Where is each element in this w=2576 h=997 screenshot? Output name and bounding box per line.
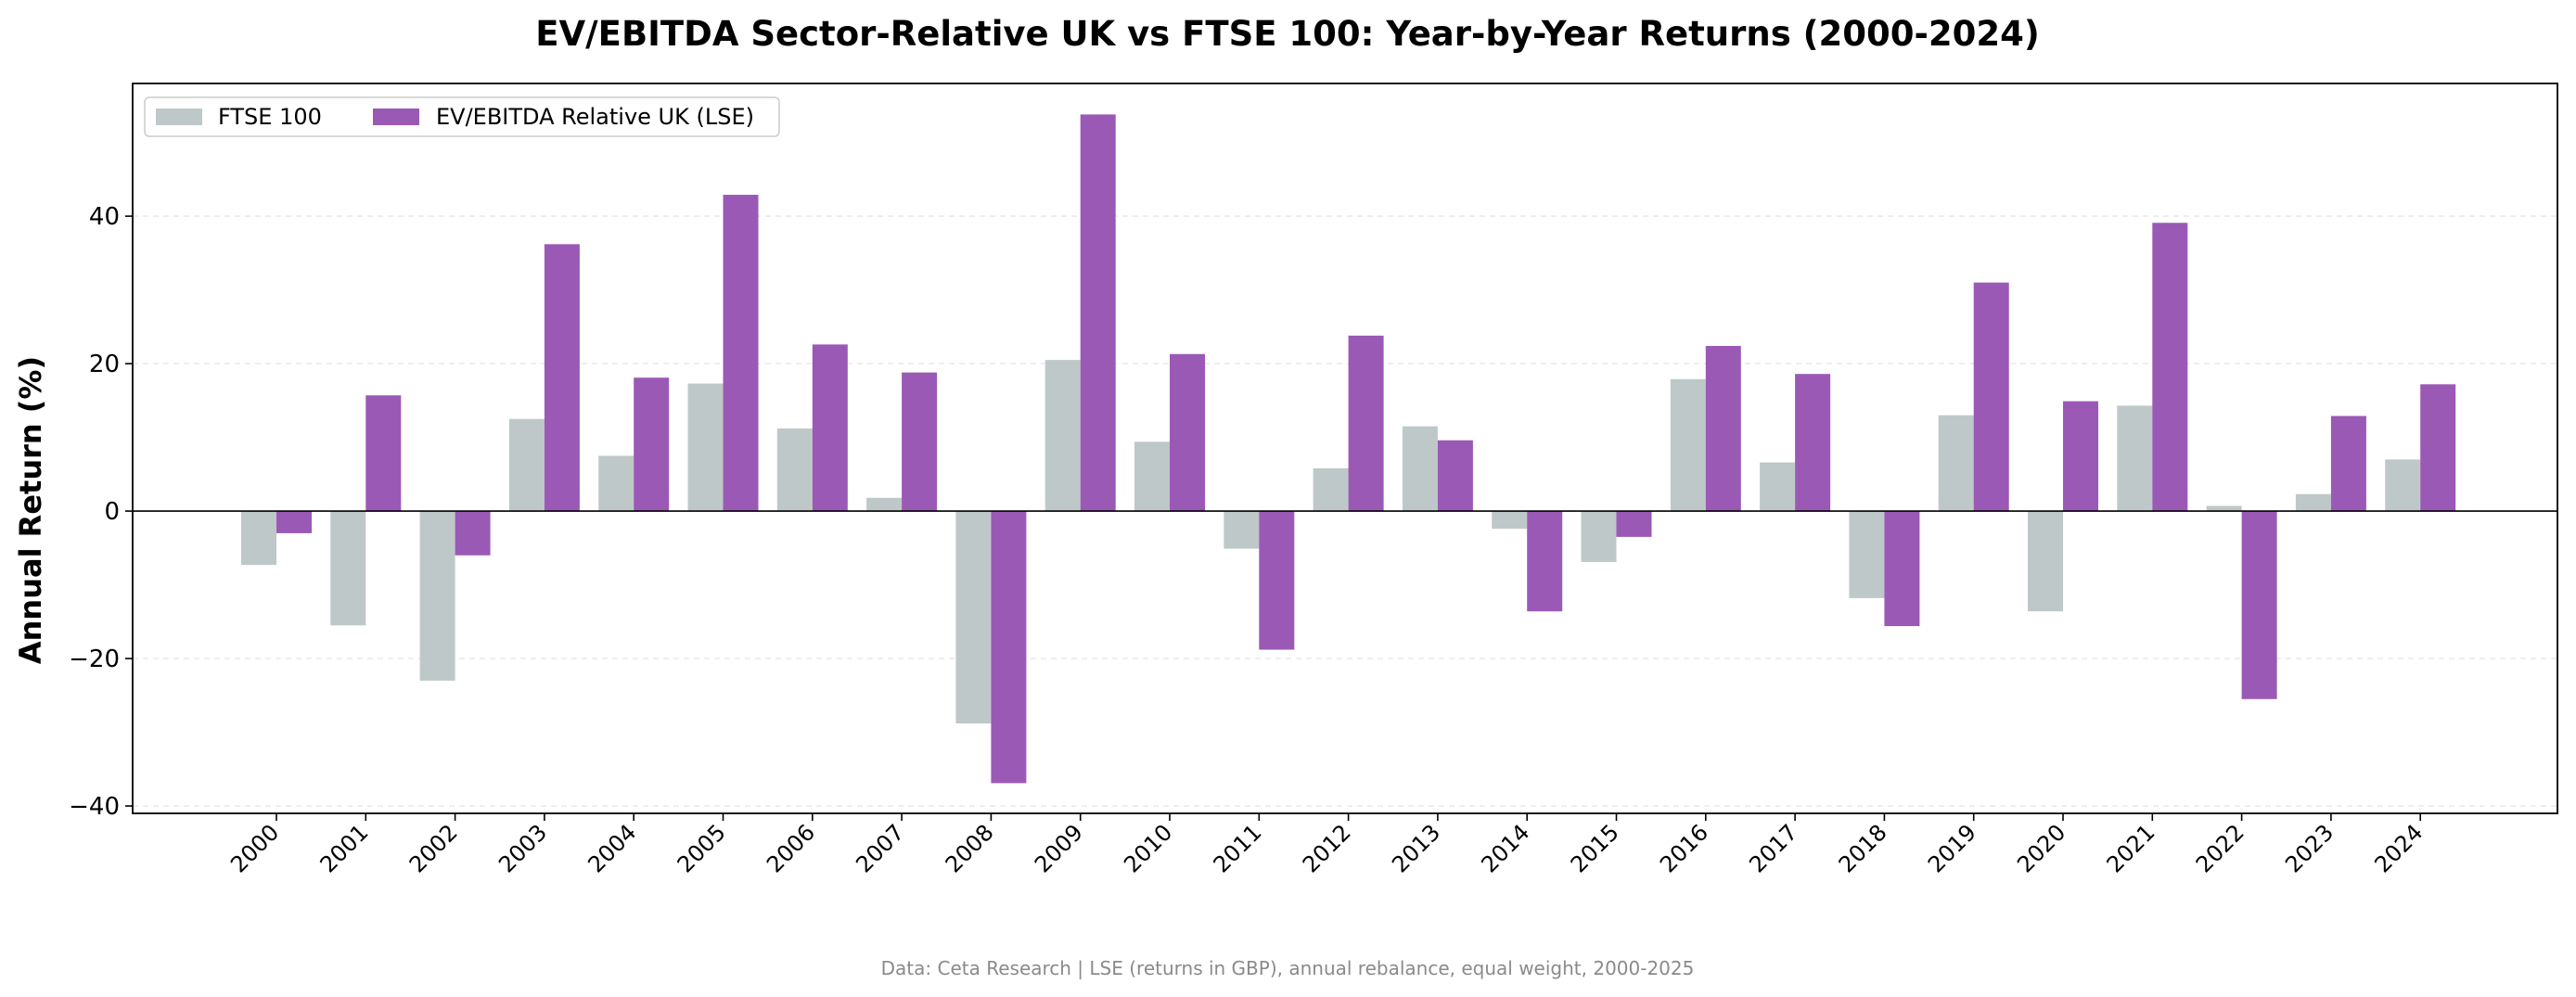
bar-ev-ebitda-2011: [1259, 511, 1295, 650]
bar-ftse100-2024: [2385, 459, 2421, 512]
bar-ev-ebitda-2015: [1616, 511, 1652, 537]
x-tick-label: 2016: [1655, 819, 1713, 877]
data-source-note: Data: Ceta Research | LSE (returns in GB…: [881, 957, 1695, 979]
bar-ftse100-2003: [508, 418, 545, 512]
bar-ftse100-2004: [598, 455, 634, 512]
x-tick-label: 2009: [1030, 819, 1088, 877]
bar-ftse100-2002: [419, 511, 455, 681]
x-tick-label: 2024: [2369, 819, 2428, 877]
legend-box: [144, 96, 780, 137]
bar-ftse100-2006: [776, 428, 813, 512]
x-tick-label: 2010: [1119, 819, 1177, 877]
bar-ftse100-2005: [687, 383, 724, 512]
bar-ftse100-2018: [1849, 511, 1885, 598]
bar-ftse100-2017: [1760, 462, 1796, 512]
x-tick-label: 2012: [1298, 819, 1356, 877]
bar-ev-ebitda-2017: [1795, 374, 1831, 512]
x-tick-label: 2021: [2102, 819, 2160, 877]
bar-ftse100-2013: [1402, 426, 1438, 512]
bar-ev-ebitda-2019: [1973, 282, 2009, 512]
bar-ev-ebitda-2022: [2241, 511, 2277, 699]
y-tick-label: 0: [104, 498, 120, 526]
bar-ev-ebitda-2003: [544, 244, 580, 512]
bar-ev-ebitda-2024: [2420, 384, 2456, 512]
bar-ftse100-2020: [2028, 511, 2063, 612]
x-tick-label: 2017: [1744, 819, 1802, 877]
legend-label: EV/EBITDA Relative UK (LSE): [436, 104, 754, 130]
legend-swatch: [373, 109, 419, 125]
x-tick-label: 2022: [2191, 819, 2249, 877]
x-tick-label: 2002: [404, 819, 463, 877]
y-tick-label: −20: [69, 645, 120, 673]
bar-ev-ebitda-2020: [2063, 401, 2098, 512]
bar-ftse100-2009: [1044, 360, 1081, 512]
y-tick-label: −40: [69, 793, 120, 821]
bar-ftse100-2021: [2117, 405, 2153, 512]
bar-ftse100-2000: [241, 511, 276, 566]
bar-ftse100-2012: [1313, 467, 1349, 512]
x-tick-label: 2013: [1387, 819, 1445, 877]
y-axis-ticks: −40 −20 0 20 40: [69, 203, 133, 821]
x-tick-label: 2001: [315, 819, 374, 877]
x-tick-label: 2008: [941, 819, 999, 877]
bar-ev-ebitda-2012: [1348, 335, 1384, 512]
bar-ev-ebitda-2013: [1437, 440, 1473, 512]
bar-ev-ebitda-2010: [1170, 353, 1205, 512]
x-tick-label: 2004: [583, 819, 641, 877]
x-tick-label: 2020: [2012, 819, 2070, 877]
x-tick-label: 2019: [1923, 819, 1981, 877]
bar-ev-ebitda-2021: [2152, 223, 2188, 512]
bar-ftse100-2007: [866, 497, 903, 512]
bar-ev-ebitda-2008: [991, 511, 1027, 784]
bar-ftse100-2015: [1581, 511, 1617, 562]
bar-ftse100-2023: [2295, 493, 2331, 512]
bar-ev-ebitda-2018: [1884, 511, 1920, 627]
x-tick-label: 2000: [225, 819, 284, 877]
bar-ev-ebitda-2007: [902, 372, 938, 512]
bar-ev-ebitda-2000: [276, 511, 312, 533]
y-axis-label: Annual Return (%): [13, 356, 48, 664]
bar-ftse100-2019: [1938, 415, 1974, 512]
bar-ev-ebitda-2006: [812, 344, 848, 512]
bar-ev-ebitda-2001: [365, 395, 402, 512]
bar-ftse100-2022: [2206, 505, 2242, 512]
bar-ev-ebitda-2023: [2330, 415, 2366, 512]
y-tick-label: 20: [89, 351, 120, 378]
x-tick-label: 2007: [851, 819, 909, 877]
bar-ftse100-2008: [955, 511, 992, 724]
bar-ev-ebitda-2005: [723, 195, 759, 512]
bar-ftse100-2016: [1670, 378, 1706, 512]
x-tick-label: 2014: [1476, 819, 1534, 877]
bar-ftse100-2010: [1134, 441, 1170, 512]
x-tick-label: 2003: [493, 819, 552, 877]
y-tick-label: 40: [89, 203, 120, 231]
x-tick-label: 2005: [673, 819, 731, 877]
bar-ev-ebitda-2016: [1705, 346, 1741, 512]
plot-frame: [132, 83, 2558, 814]
bar-ev-ebitda-2009: [1080, 114, 1116, 512]
legend-label: FTSE 100: [218, 104, 322, 130]
bar-ev-ebitda-2014: [1527, 511, 1563, 612]
chart-title: EV/EBITDA Sector-Relative UK vs FTSE 100…: [535, 14, 2039, 54]
bar-ev-ebitda-2002: [455, 511, 491, 556]
x-tick-label: 2011: [1209, 819, 1267, 877]
x-tick-label: 2015: [1566, 819, 1624, 877]
bar-ftse100-2011: [1224, 511, 1260, 549]
x-tick-label: 2018: [1834, 819, 1892, 877]
x-tick-label: 2006: [762, 819, 820, 877]
legend-swatch: [156, 109, 202, 125]
x-tick-label: 2023: [2280, 819, 2339, 877]
x-axis-ticks: 2000 2001 2002 2003 2004 2005 2006 2007 2008 2009…: [225, 813, 2428, 877]
bars: [241, 114, 2456, 784]
bar-ftse100-2014: [1492, 511, 1528, 530]
bar-ev-ebitda-2004: [634, 377, 670, 512]
legend: FTSE 100 EV/EBITDA Relative UK (LSE): [144, 96, 780, 137]
bar-ftse100-2001: [330, 511, 366, 626]
